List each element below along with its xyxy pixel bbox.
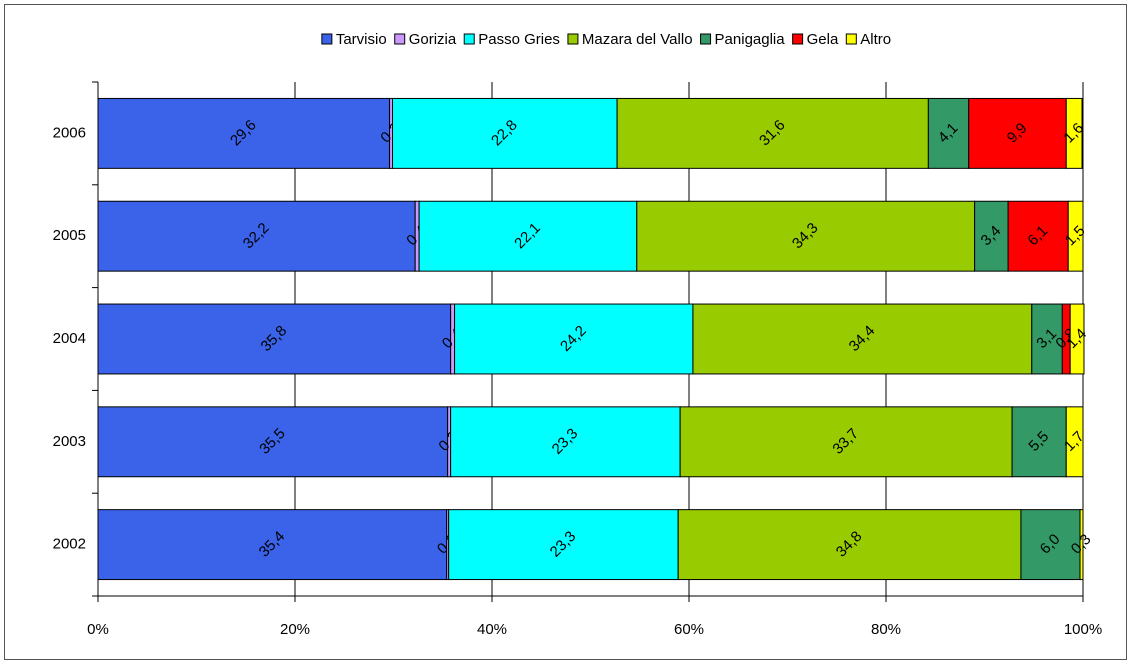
legend-swatch (463, 33, 475, 45)
y-tick-label: 2005 (53, 227, 86, 244)
legend-swatch (700, 33, 712, 45)
legend-label: Passo Gries (478, 31, 560, 48)
bar-segment (1007, 200, 1069, 272)
legend-label: Mazara del Vallo (582, 31, 693, 48)
bar-segment (392, 97, 618, 169)
legend-swatch (394, 33, 406, 45)
legend-label: Gorizia (409, 31, 457, 48)
bar-segment (1067, 200, 1084, 272)
bar-segment (927, 97, 970, 169)
bar-segment (1011, 406, 1067, 478)
legend-swatch (792, 33, 804, 45)
bar-segment (97, 200, 416, 272)
bar-segment (974, 200, 1009, 272)
legend-label: Tarvisio (336, 31, 387, 48)
bar-segment (968, 97, 1067, 169)
x-tick-label: 0% (87, 621, 109, 638)
legend-swatch (321, 33, 333, 45)
bar-segment (1079, 509, 1084, 581)
bar-segment (454, 303, 694, 375)
legend-label: Gela (807, 31, 839, 48)
bar-segment (97, 406, 449, 478)
y-tick-label: 2003 (53, 433, 86, 450)
bar-segment (677, 509, 1022, 581)
bar-segment (97, 303, 452, 375)
legend-swatch (567, 33, 579, 45)
bar-segment (418, 200, 638, 272)
bar-segment (1065, 97, 1083, 169)
bar-segment (450, 406, 681, 478)
bar-segment (636, 200, 976, 272)
bar-segment (448, 509, 679, 581)
bar-segment (692, 303, 1033, 375)
bar-segment (616, 97, 929, 169)
x-tick-label: 80% (871, 621, 901, 638)
y-tick-label: 2004 (53, 330, 86, 347)
legend-label: Altro (860, 31, 891, 48)
bar-segment (1069, 303, 1085, 375)
legend-swatch (845, 33, 857, 45)
bar-segment (97, 509, 448, 581)
bar-segment (1031, 303, 1063, 375)
bar-segment (1065, 406, 1084, 478)
y-tick-label: 2006 (53, 124, 86, 141)
x-tick-label: 100% (1064, 621, 1102, 638)
y-tick-label: 2002 (53, 536, 86, 553)
x-tick-label: 60% (674, 621, 704, 638)
x-tick-label: 20% (280, 621, 310, 638)
bar-segment (1020, 509, 1081, 581)
legend-label: Panigaglia (715, 31, 786, 48)
bar-segment (97, 97, 391, 169)
x-tick-label: 40% (477, 621, 507, 638)
